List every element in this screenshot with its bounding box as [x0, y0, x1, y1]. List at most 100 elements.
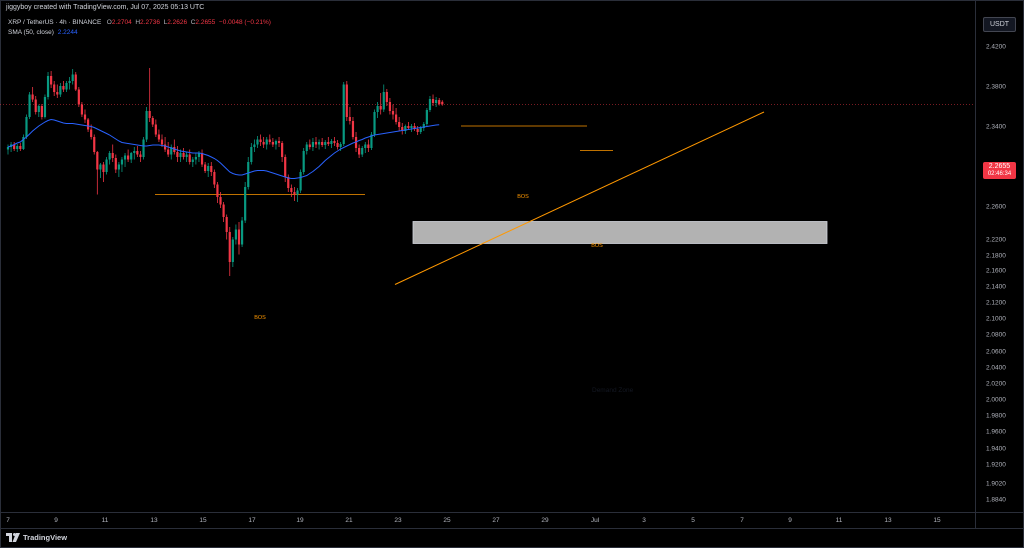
chart-plot-area[interactable]: [0, 0, 975, 512]
candle-body: [53, 84, 56, 92]
candle: [53, 81, 56, 96]
tradingview-brand[interactable]: TradingView: [6, 533, 67, 542]
sma-legend[interactable]: SMA (50, close) 2.2244: [8, 29, 78, 36]
price-axis[interactable]: 2.42002.38002.34002.30002.26002.22002.18…: [975, 0, 1024, 512]
candle: [71, 69, 74, 85]
candle-body: [145, 111, 148, 140]
candle: [416, 126, 419, 135]
candle-body: [330, 141, 333, 144]
candle-body: [210, 166, 213, 172]
symbol-legend[interactable]: XRP / TetherUS · 4h · BINANCE O2.2704 H2…: [8, 19, 271, 26]
candle: [394, 108, 398, 125]
candle: [154, 119, 157, 137]
candle: [133, 147, 136, 160]
candle-body: [219, 197, 222, 205]
candle-body: [373, 112, 376, 135]
sma-line: [7, 118, 440, 179]
price-tick: 2.0600: [986, 348, 1006, 356]
candle: [274, 139, 278, 150]
candle: [99, 163, 102, 178]
currency-button[interactable]: USDT: [983, 17, 1016, 32]
candle: [425, 108, 428, 126]
candle-body: [62, 86, 65, 90]
candle: [142, 137, 145, 160]
candle: [404, 124, 407, 134]
candle: [268, 134, 271, 145]
candle-body: [339, 144, 342, 147]
candle-body: [225, 217, 228, 232]
candle: [123, 153, 127, 167]
candle-body: [314, 142, 318, 145]
candle: [382, 84, 385, 112]
candle: [59, 83, 62, 97]
price-tick: 2.4200: [986, 43, 1006, 51]
candle-body: [19, 146, 22, 149]
time-tick: 9: [788, 517, 792, 524]
candle-body: [367, 144, 370, 148]
candle: [111, 144, 114, 162]
bos-label-1: BOS: [254, 315, 266, 321]
time-tick: 17: [248, 517, 256, 524]
candle-body: [105, 159, 108, 172]
price-tick: 1.9020: [986, 480, 1006, 488]
candle: [358, 144, 361, 158]
time-tick: 13: [884, 517, 892, 524]
candle: [176, 146, 179, 162]
candle-body: [321, 142, 324, 145]
candle-body: [250, 147, 253, 162]
candle: [237, 222, 241, 255]
candle: [345, 81, 348, 121]
demand-zone-label: Demand Zone: [592, 387, 634, 394]
candle-body: [253, 144, 256, 147]
candle-body: [176, 152, 179, 157]
candlestick-chart[interactable]: [0, 0, 975, 512]
candle-body: [111, 153, 114, 158]
candle-body: [68, 81, 71, 83]
candle: [167, 142, 170, 157]
candle-body: [59, 86, 62, 95]
candle-body: [130, 153, 133, 160]
candle-body: [388, 102, 392, 111]
price-tick: 2.3400: [986, 123, 1006, 131]
price-tick: 2.1400: [986, 283, 1006, 291]
candle-body: [394, 114, 398, 122]
candle-body: [136, 151, 139, 155]
time-tick: 9: [54, 517, 58, 524]
candle-body: [431, 99, 435, 103]
candle: [407, 122, 410, 130]
candle: [207, 163, 210, 177]
price-tick: 1.8840: [986, 496, 1006, 504]
candle: [62, 81, 65, 92]
time-tick: 29: [541, 517, 549, 524]
time-tick: 3: [642, 517, 646, 524]
trendline: [394, 111, 765, 285]
candle: [127, 149, 130, 162]
time-axis[interactable]: 7 9 11 13 15 17 19 21 23 25 27 29 Jul 3 5 7 9 11 13 15: [0, 512, 975, 528]
candle-body: [46, 76, 50, 97]
price-tick: 2.2200: [986, 236, 1006, 244]
candle-body: [234, 229, 238, 240]
candle: [204, 162, 207, 173]
candle-body: [28, 94, 31, 117]
candle-body: [40, 106, 43, 117]
candle-body: [96, 152, 99, 170]
time-tick: 23: [394, 517, 402, 524]
candle-body: [262, 142, 265, 145]
time-tick: 5: [691, 517, 695, 524]
candle-body: [336, 143, 339, 147]
candle: [398, 117, 401, 131]
candle-body: [407, 126, 410, 128]
candle-body: [31, 94, 34, 100]
time-tick: 27: [492, 517, 500, 524]
bos-label-2: BOS: [517, 194, 529, 200]
candle: [210, 162, 213, 176]
candle: [441, 100, 444, 106]
price-tick: 1.9200: [986, 461, 1006, 469]
candle-body: [56, 92, 59, 95]
last-price: 2.2655: [988, 163, 1011, 170]
candle-body: [284, 157, 287, 177]
time-tick: 11: [101, 517, 109, 524]
candle-body: [385, 92, 388, 102]
candle: [333, 137, 336, 146]
candle-body: [435, 100, 438, 103]
